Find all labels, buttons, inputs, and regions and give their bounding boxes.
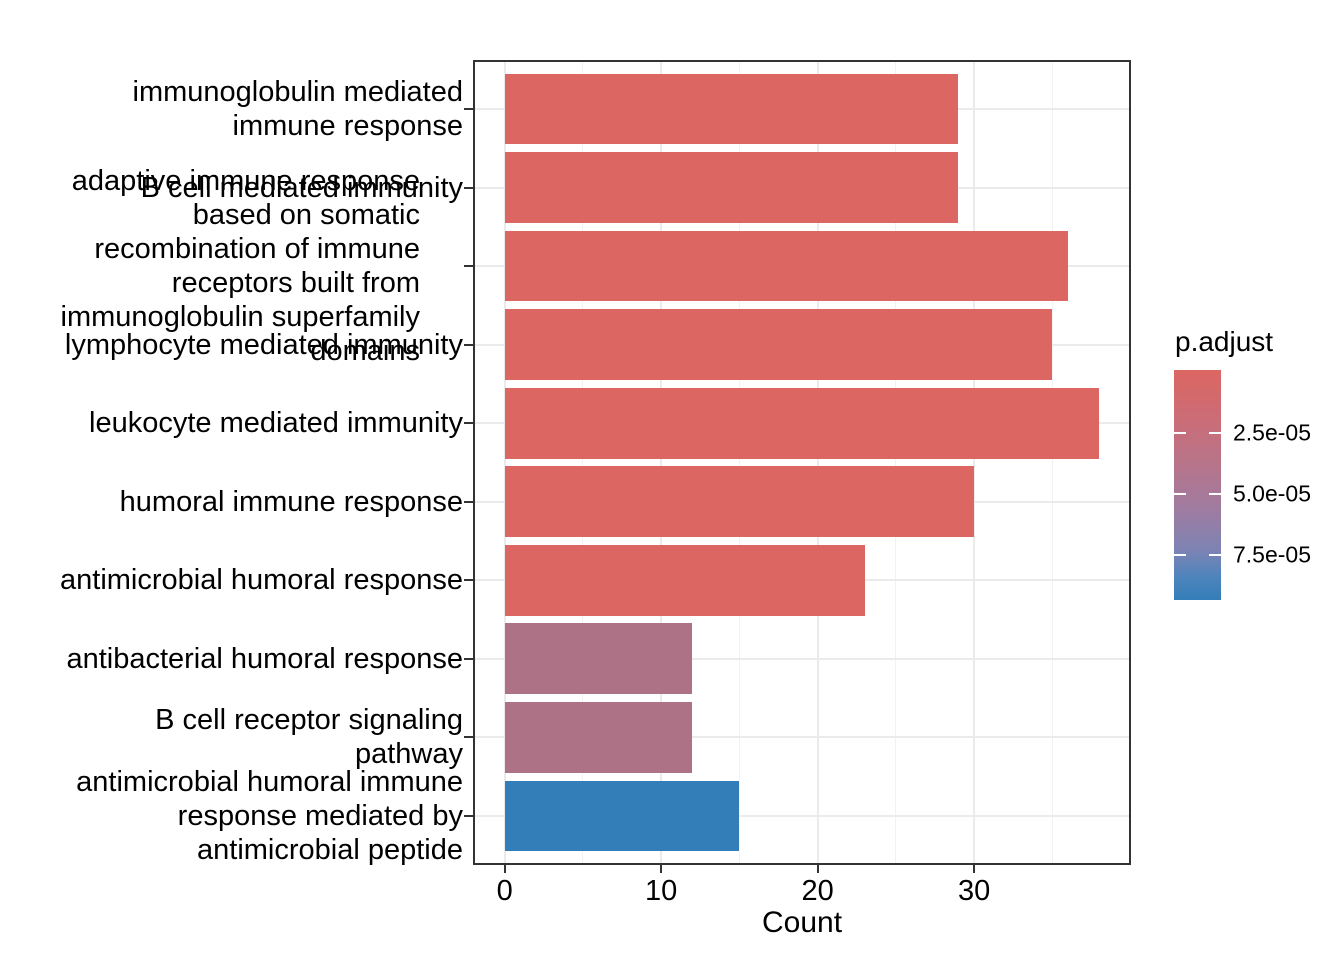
- y-axis-label-line: antimicrobial humoral response: [60, 564, 463, 597]
- bar: [504, 623, 693, 695]
- y-axis-label-line: immune response: [232, 110, 464, 143]
- y-axis-tick: [464, 265, 473, 268]
- y-axis-label-line: antimicrobial peptide: [197, 833, 463, 866]
- legend-tick-mark: [1174, 431, 1186, 434]
- y-axis-label: B cell mediated immunity: [0, 171, 463, 205]
- x-axis-tick-label: 30: [957, 875, 991, 907]
- gridline-minor: [738, 62, 740, 863]
- legend-tick-mark: [1209, 554, 1221, 557]
- y-axis-label-line: humoral immune response: [119, 485, 463, 518]
- bar: [504, 230, 1068, 302]
- gridline-minor: [895, 62, 897, 863]
- y-axis-label: immunoglobulin mediated immune response: [0, 75, 463, 143]
- bar: [504, 466, 975, 538]
- y-axis-label-line: receptors built from: [171, 267, 420, 300]
- bar: [504, 387, 1100, 459]
- gridline-major: [660, 62, 663, 863]
- bar: [504, 544, 865, 616]
- y-axis-tick: [464, 814, 473, 817]
- x-axis-tick: [660, 864, 663, 873]
- x-axis-tick-label: 20: [801, 875, 834, 907]
- legend-tick-mark: [1174, 492, 1186, 495]
- x-axis-tick-label: 10: [645, 875, 678, 907]
- bar: [504, 152, 959, 223]
- legend-tick-label: 5.0e-05: [1233, 480, 1312, 506]
- gridline-horizontal: [475, 814, 1129, 817]
- y-axis-label-line: immunoglobulin mediated: [132, 76, 463, 109]
- y-axis-tick: [464, 108, 473, 111]
- y-axis-label: antimicrobial humoral response: [0, 563, 463, 597]
- y-axis-label-line: domains: [310, 335, 420, 368]
- x-axis-tick: [973, 864, 976, 873]
- x-axis-tick: [503, 864, 506, 873]
- y-axis-label: lymphocyte mediated immunity: [0, 328, 463, 362]
- gridline-minor: [582, 62, 584, 863]
- y-axis-tick: [464, 657, 473, 660]
- legend-gradient-bar: [1174, 370, 1221, 600]
- x-axis-tick-label: 0: [496, 875, 513, 907]
- y-axis-label-line: immunoglobulin superfamily: [60, 301, 420, 334]
- y-axis-label: B cell receptor signaling pathway: [0, 703, 463, 771]
- y-axis-tick: [464, 422, 473, 425]
- y-axis-label: leukocyte mediated immunity: [0, 406, 463, 440]
- legend-tick-label: 2.5e-05: [1233, 419, 1312, 446]
- y-axis-tick: [464, 343, 473, 346]
- y-axis-tick: [464, 736, 473, 739]
- legend-tick-mark: [1174, 554, 1186, 557]
- x-axis-tick: [816, 864, 819, 873]
- bar: [504, 309, 1053, 381]
- gridline-horizontal: [475, 736, 1129, 739]
- y-axis-label-line: leukocyte mediated immunity: [89, 407, 463, 440]
- y-axis-tick: [464, 186, 473, 189]
- gridline-major: [816, 62, 819, 863]
- gridline-minor: [1051, 62, 1053, 863]
- legend-tick-mark: [1209, 492, 1221, 495]
- y-axis-label-line: recombination of immune: [94, 233, 420, 266]
- x-axis-title: Count: [761, 906, 843, 939]
- legend-title: p.adjust: [1175, 326, 1274, 357]
- y-axis-label-line: antimicrobial humoral immune: [76, 765, 463, 798]
- bar: [504, 701, 693, 773]
- y-axis-label-line: B cell mediated immunity: [140, 171, 463, 204]
- y-axis-label: antibacterial humoral response: [0, 642, 463, 676]
- y-axis-label: adaptive immune response based on somatic…: [0, 164, 420, 368]
- y-axis-label-line: based on somatic: [192, 199, 420, 232]
- plot-panel: [473, 60, 1131, 865]
- y-axis-label-line: adaptive immune response: [71, 165, 420, 198]
- y-axis-label-line: antibacterial humoral response: [66, 642, 463, 675]
- y-axis-label-line: response mediated by: [177, 799, 463, 832]
- y-axis-label-line: lymphocyte mediated immunity: [64, 328, 463, 361]
- gridline-major: [503, 62, 506, 863]
- y-axis-label-line: B cell receptor signaling: [155, 704, 463, 737]
- y-axis-tick: [464, 579, 473, 582]
- gridline-major: [973, 62, 976, 863]
- legend-tick-mark: [1209, 431, 1221, 434]
- y-axis-label: humoral immune response: [0, 485, 463, 519]
- bar: [504, 780, 740, 852]
- gridline-horizontal: [475, 657, 1129, 660]
- bar: [504, 73, 959, 145]
- y-axis-label: antimicrobial humoral immune response med…: [0, 765, 463, 867]
- y-axis-tick: [464, 500, 473, 503]
- legend-tick-label: 7.5e-05: [1233, 541, 1312, 568]
- y-axis-label-line: pathway: [354, 738, 463, 771]
